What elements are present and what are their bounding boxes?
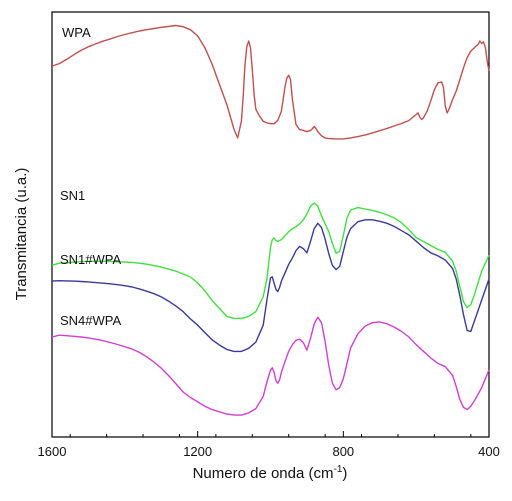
series-label-sn4-wpa: SN4#WPA (60, 313, 121, 328)
series-label-sn1-wpa: SN1#WPA (60, 252, 121, 267)
x-axis-ticks: 1600 1200 800 400 (38, 431, 500, 459)
x-tick-label: 800 (332, 444, 354, 459)
x-axis-title: Numero de onda (cm-1) (193, 464, 348, 482)
series-line-sn4-wpa (51, 316, 490, 416)
series-layer (51, 24, 490, 416)
x-tick-label: 1600 (38, 444, 67, 459)
series-line-sn1 (51, 202, 490, 320)
series-labels: WPA SN1 SN1#WPA SN4#WPA (60, 25, 121, 328)
series-line-sn1-wpa (51, 219, 490, 353)
series-label-wpa: WPA (62, 25, 91, 40)
series-label-sn1: SN1 (60, 188, 85, 203)
plot-frame (51, 11, 490, 438)
series-line-wpa (51, 24, 490, 140)
x-tick-label: 400 (478, 444, 500, 459)
y-axis-title: Transmitancia (u.a.) (13, 168, 30, 301)
x-tick-label: 1200 (183, 444, 212, 459)
